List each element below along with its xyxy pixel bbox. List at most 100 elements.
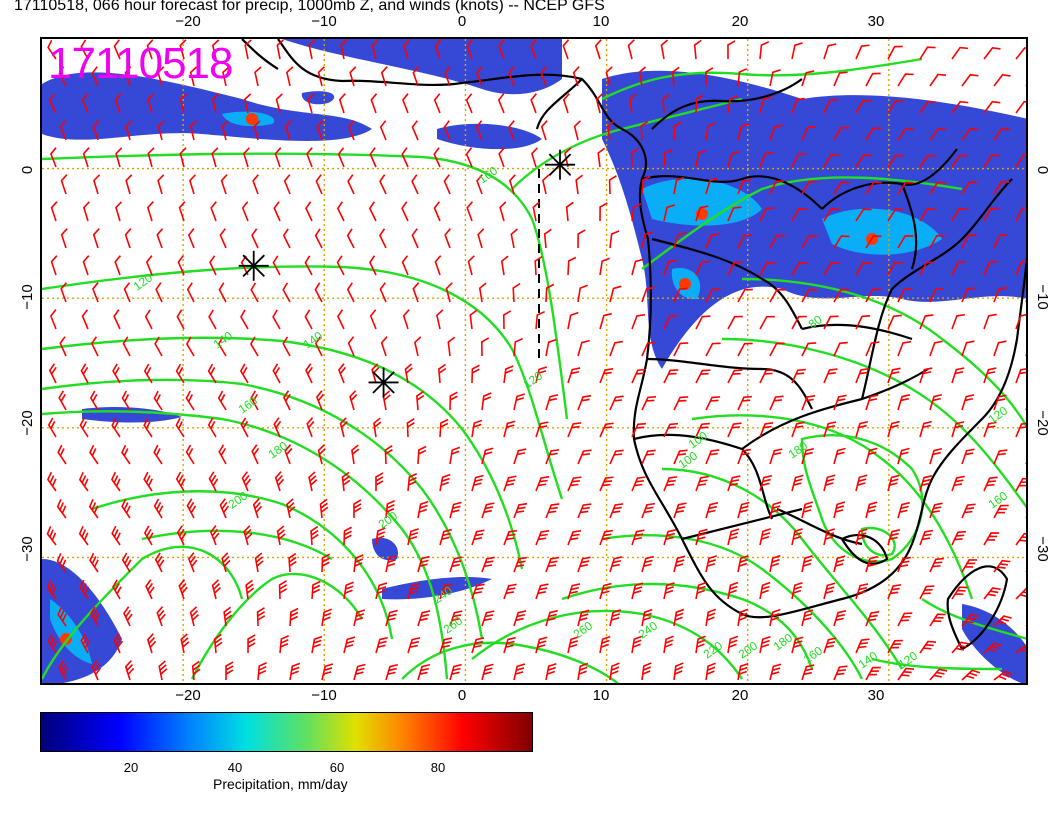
- wind-barb: [673, 287, 688, 303]
- wind-barb: [638, 66, 647, 87]
- wind-barb: [663, 148, 673, 168]
- wind-barb: [481, 663, 494, 681]
- wind-barb: [737, 234, 753, 249]
- forecast-timestamp: 17110518: [48, 39, 233, 88]
- wind-barb: [567, 367, 581, 384]
- wind-barb: [245, 579, 255, 600]
- wind-barb: [123, 282, 131, 303]
- wind-barb: [283, 174, 291, 195]
- wind-barb: [993, 340, 1007, 357]
- wind-barb: [503, 529, 518, 546]
- precip-area: [962, 604, 1026, 683]
- height-contour: [800, 434, 924, 563]
- wind-barb: [695, 260, 710, 276]
- height-contour: [661, 467, 904, 670]
- wind-barb: [983, 367, 997, 384]
- wind-barb: [564, 147, 572, 168]
- wind-barb: [465, 93, 473, 114]
- wind-barb: [113, 39, 121, 60]
- wind-barb: [279, 635, 290, 654]
- wind-barb: [114, 255, 121, 276]
- wind-barb: [508, 174, 516, 195]
- wind-barb: [315, 390, 325, 411]
- height-contour: [42, 336, 524, 570]
- wind-barb: [375, 472, 384, 492]
- height-contour: [741, 277, 1026, 428]
- wind-barb: [353, 499, 362, 519]
- wind-barb: [823, 421, 837, 438]
- wind-barb: [145, 255, 153, 276]
- wind-barb: [306, 147, 313, 168]
- wind-barb: [282, 228, 291, 249]
- wind-barb: [143, 525, 154, 546]
- wind-barb: [1015, 422, 1026, 438]
- wind-barb: [209, 525, 220, 546]
- wind-barb: [951, 260, 967, 276]
- marker-stroke: [242, 254, 265, 278]
- wind-barb: [919, 367, 933, 384]
- wind-barb: [50, 147, 57, 168]
- wind-barb: [157, 174, 165, 195]
- wind-barb: [1015, 100, 1026, 114]
- wind-barb: [503, 420, 516, 438]
- wind-barb: [573, 120, 581, 141]
- wind-barb: [545, 556, 559, 573]
- wind-barb: [58, 660, 68, 681]
- wind-barb: [929, 613, 946, 627]
- wind-barb: [695, 475, 709, 492]
- wind-barb: [375, 636, 388, 654]
- wind-barb: [385, 500, 396, 519]
- wind-barb: [865, 394, 879, 411]
- wind-barb: [288, 552, 297, 573]
- wind-barb: [759, 315, 775, 330]
- wind-barb: [791, 315, 807, 330]
- wind-barb: [737, 179, 752, 195]
- wind-barb: [608, 175, 617, 195]
- wind-barb: [887, 529, 901, 546]
- wind-barb: [727, 475, 741, 492]
- wind-barb: [540, 120, 548, 141]
- top-tick-label: 10: [592, 13, 610, 30]
- wind-barb: [478, 282, 487, 303]
- wind-barb: [641, 449, 656, 465]
- wind-barb: [897, 556, 911, 573]
- wind-barb: [801, 70, 815, 87]
- height-contour: [42, 152, 569, 420]
- wind-barb: [321, 608, 332, 627]
- wind-barb: [535, 366, 548, 384]
- wind-barb: [146, 633, 157, 654]
- wind-barb: [823, 154, 840, 168]
- wind-barb: [919, 585, 935, 600]
- wind-barb: [609, 395, 624, 411]
- wind-barb: [338, 93, 346, 114]
- wind-barb: [929, 73, 947, 87]
- wind-barb: [147, 93, 155, 114]
- contour-label: 100: [686, 428, 711, 451]
- wind-barb: [221, 120, 229, 141]
- wind-barb: [531, 147, 539, 168]
- wind-barb: [769, 501, 782, 519]
- wind-barb: [370, 93, 378, 114]
- wind-barb: [503, 636, 516, 654]
- wind-barb: [951, 208, 968, 222]
- wind-barb: [695, 528, 708, 546]
- wind-barb: [737, 395, 752, 411]
- wind-barb: [993, 394, 1007, 411]
- contour-label: 160: [476, 163, 501, 186]
- wind-barb: [179, 147, 187, 168]
- wind-barb: [695, 635, 706, 654]
- wind-barb: [791, 636, 804, 654]
- wind-barb: [737, 448, 751, 465]
- wind-barb: [240, 255, 249, 276]
- coastline: [277, 39, 1026, 619]
- wind-barb: [143, 417, 153, 438]
- wind-barb: [207, 363, 217, 384]
- wind-barb: [599, 312, 612, 330]
- wind-barb: [1015, 643, 1026, 654]
- wind-barb: [919, 314, 934, 330]
- wind-barb: [153, 444, 163, 465]
- wind-barb: [47, 39, 57, 60]
- wind-barb: [631, 529, 645, 546]
- wind-barb: [919, 100, 937, 114]
- wind-barb: [545, 503, 560, 519]
